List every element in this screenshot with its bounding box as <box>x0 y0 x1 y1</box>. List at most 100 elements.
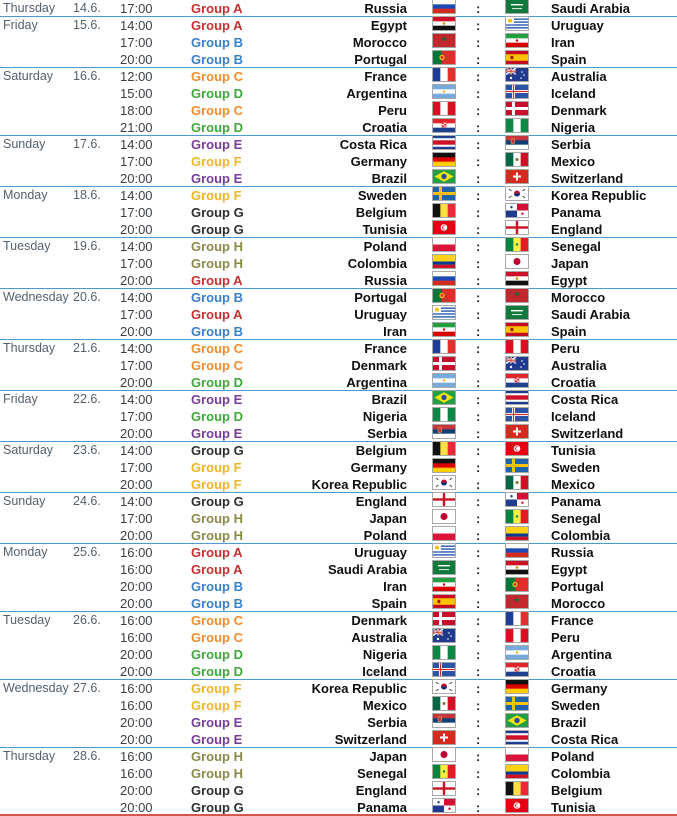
score-separator: : <box>476 324 481 339</box>
date-label: 21.6. <box>73 341 101 355</box>
kickoff-time: 12:00 <box>120 69 153 84</box>
day-block: Monday 18.6. 14:00 Group F Sweden: Korea Repu… <box>0 187 677 238</box>
kickoff-time: 17:00 <box>120 256 153 271</box>
score-separator: : <box>476 613 481 628</box>
day-block: Saturday 16.6. 12:00 Group C France: Australi… <box>0 68 677 136</box>
group-label: Group C <box>191 341 243 356</box>
day-block: Friday 15.6. 14:00 Group A Egypt: Uruguay 17:0… <box>0 17 677 68</box>
group-label: Group D <box>191 664 243 679</box>
kickoff-time: 20:00 <box>120 375 153 390</box>
date-label: 25.6. <box>73 545 101 559</box>
kickoff-time: 14:00 <box>120 137 153 152</box>
group-label: Group D <box>191 86 243 101</box>
mexico-flag-icon <box>506 476 528 489</box>
group-label: Group G <box>191 205 244 220</box>
group-label: Group A <box>191 562 243 577</box>
group-label: Group D <box>191 647 243 662</box>
switzerland-flag-icon <box>433 731 455 744</box>
home-team: Korea Republic <box>311 477 407 492</box>
day-label: Tuesday <box>3 613 51 627</box>
score-separator: : <box>476 732 481 747</box>
score-separator: : <box>476 86 481 101</box>
korea-flag-icon <box>433 476 455 489</box>
australia-flag-icon <box>506 68 528 81</box>
match-row: Saturday 23.6. 14:00 Group G Belgium: Tunisia <box>0 442 677 459</box>
kickoff-time: 17:00 <box>120 511 153 526</box>
group-label: Group E <box>191 426 243 441</box>
poland-flag-icon <box>433 527 455 540</box>
match-row: 17:00 Group D Nigeria: Iceland <box>0 408 677 425</box>
away-team: Peru <box>551 341 580 356</box>
home-team: Colombia <box>347 256 407 271</box>
group-label: Group D <box>191 375 243 390</box>
group-label: Group B <box>191 596 243 611</box>
kickoff-time: 14:00 <box>120 341 153 356</box>
kickoff-time: 16:00 <box>120 613 153 628</box>
germany-flag-icon <box>506 680 528 693</box>
score-separator: : <box>476 800 481 815</box>
home-team: Denmark <box>351 613 407 628</box>
home-team: Russia <box>364 1 407 16</box>
sweden-flag-icon <box>506 697 528 710</box>
kickoff-time: 14:00 <box>120 494 153 509</box>
home-team: Iran <box>383 324 407 339</box>
home-team: Croatia <box>362 120 407 135</box>
kickoff-time: 20:00 <box>120 664 153 679</box>
group-label: Group C <box>191 613 243 628</box>
score-separator: : <box>476 664 481 679</box>
day-block: Monday 25.6. 16:00 Group A Uruguay: Russia 16:… <box>0 544 677 612</box>
morocco-flag-icon <box>433 34 455 47</box>
denmark-flag-icon <box>433 612 455 625</box>
group-label: Group H <box>191 766 243 781</box>
tunisia-flag-icon <box>433 221 455 234</box>
kickoff-time: 14:00 <box>120 392 153 407</box>
kickoff-time: 20:00 <box>120 273 153 288</box>
day-label: Thursday <box>3 341 56 355</box>
senegal-flag-icon <box>506 510 528 523</box>
score-separator: : <box>476 443 481 458</box>
date-label: 14.6. <box>73 1 101 15</box>
away-team: Portugal <box>551 579 604 594</box>
day-label: Friday <box>3 392 38 406</box>
group-label: Group E <box>191 732 243 747</box>
date-label: 24.6. <box>73 494 101 508</box>
away-team: Australia <box>551 358 607 373</box>
score-separator: : <box>476 392 481 407</box>
mexico-flag-icon <box>433 697 455 710</box>
day-label: Sunday <box>3 494 46 508</box>
score-separator: : <box>476 205 481 220</box>
score-separator: : <box>476 783 481 798</box>
kickoff-time: 20:00 <box>120 52 153 67</box>
away-team: Belgium <box>551 783 603 798</box>
group-label: Group H <box>191 239 243 254</box>
japan-flag-icon <box>433 510 455 523</box>
day-block: Tuesday 26.6. 16:00 Group C Denmark: France 16… <box>0 612 677 680</box>
switzerland-flag-icon <box>506 425 528 438</box>
match-row: 20:00 Group E Brazil: Switzerland <box>0 170 677 187</box>
score-separator: : <box>476 35 481 50</box>
egypt-flag-icon <box>433 17 455 30</box>
day-label: Thursday <box>3 1 56 15</box>
group-label: Group F <box>191 698 242 713</box>
peru-flag-icon <box>433 102 455 115</box>
portugal-flag-icon <box>433 51 455 64</box>
score-separator: : <box>476 137 481 152</box>
costa-rica-flag-icon <box>506 391 528 404</box>
day-label: Monday <box>3 545 48 559</box>
kickoff-time: 20:00 <box>120 528 153 543</box>
portugal-flag-icon <box>506 578 528 591</box>
group-label: Group B <box>191 579 243 594</box>
day-label: Thursday <box>3 749 56 763</box>
group-label: Group H <box>191 511 243 526</box>
home-team: Egypt <box>370 18 407 33</box>
away-team: Morocco <box>551 596 606 611</box>
kickoff-time: 17:00 <box>120 154 153 169</box>
match-row: 20:00 Group G Tunisia: England <box>0 221 677 238</box>
score-separator: : <box>476 715 481 730</box>
senegal-flag-icon <box>506 238 528 251</box>
match-row: Tuesday 19.6. 14:00 Group H Poland: Senegal <box>0 238 677 255</box>
home-team: Peru <box>378 103 407 118</box>
away-team: Sweden <box>551 460 601 475</box>
home-team: Iceland <box>362 664 407 679</box>
score-separator: : <box>476 511 481 526</box>
